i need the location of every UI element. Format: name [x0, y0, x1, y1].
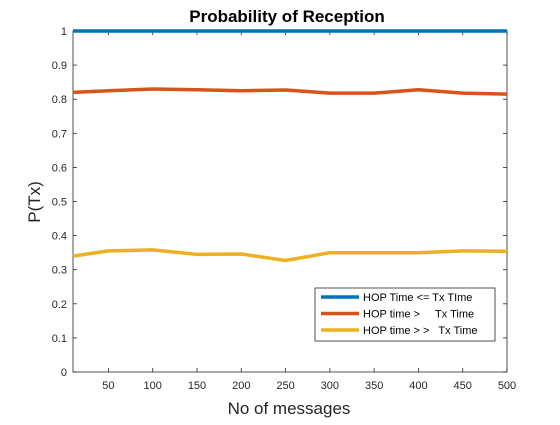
x-tick-label: 400	[409, 380, 427, 392]
legend-label-3: HOP time > > Tx Time	[363, 325, 478, 337]
x-tick-label: 250	[276, 380, 294, 392]
x-tick-label: 50	[102, 380, 114, 392]
x-tick-label: 450	[454, 380, 472, 392]
y-axis-label: P(Tx)	[25, 181, 44, 223]
x-tick-label: 150	[188, 380, 206, 392]
y-tick-label: 1	[61, 26, 67, 38]
series-line-2	[72, 87, 508, 96]
legend-label-2: HOP time > Tx Time	[363, 309, 474, 321]
x-tick-label: 100	[144, 380, 162, 392]
y-tick-label: 0.5	[52, 197, 67, 209]
legend-label-1: HOP Time <= Tx TIme	[363, 292, 472, 304]
y-tick-label: 0	[61, 367, 67, 379]
y-tick-label: 0.3	[52, 265, 67, 277]
y-tick-label: 0.4	[52, 231, 67, 243]
y-tick-label: 0.9	[52, 60, 67, 72]
x-tick-label: 300	[321, 380, 339, 392]
y-tick-label: 0.2	[52, 299, 67, 311]
y-tick-label: 0.8	[52, 94, 67, 106]
x-tick-label: 500	[498, 380, 516, 392]
chart-title: Probability of Reception	[189, 7, 385, 26]
y-tick-label: 0.6	[52, 162, 67, 174]
plot-area: 50 100 150 200 250 300 350 400 450 500 0 0.1 0.2 0.3 0…	[52, 26, 516, 392]
x-axis-label: No of messages	[228, 399, 351, 418]
y-tick-label: 0.1	[52, 333, 67, 345]
x-tick-label: 350	[365, 380, 383, 392]
x-tick-label: 200	[232, 380, 250, 392]
series-line-3	[72, 248, 508, 263]
y-tick-label: 0.7	[52, 128, 67, 140]
